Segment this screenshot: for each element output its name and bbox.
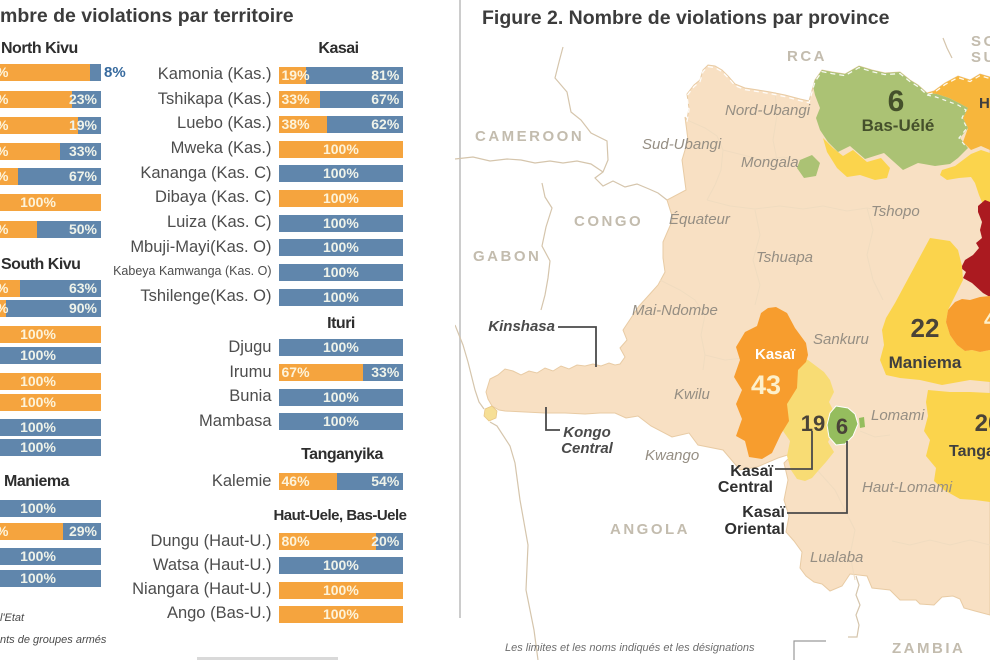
svg-text:SU: SU bbox=[971, 49, 990, 66]
svg-text:Bas-Uélé: Bas-Uélé bbox=[862, 116, 935, 135]
svg-text:Kinshasa: Kinshasa bbox=[488, 318, 555, 335]
svg-text:6: 6 bbox=[888, 85, 905, 118]
svg-text:22: 22 bbox=[911, 313, 940, 343]
svg-text:Maniema: Maniema bbox=[889, 353, 962, 372]
svg-text:Tanganyika: Tanganyika bbox=[949, 443, 990, 460]
svg-text:GABON: GABON bbox=[473, 248, 541, 265]
svg-text:4: 4 bbox=[984, 307, 990, 332]
svg-text:Kasaï: Kasaï bbox=[755, 346, 796, 363]
svg-text:SO: SO bbox=[971, 33, 990, 50]
svg-text:Kwango: Kwango bbox=[645, 447, 699, 464]
svg-text:ANGOLA: ANGOLA bbox=[610, 521, 690, 538]
svg-text:Kasaï: Kasaï bbox=[742, 504, 785, 521]
svg-text:Haut-Uélé: Haut-Uélé bbox=[979, 95, 990, 112]
svg-text:Mongala: Mongala bbox=[741, 154, 799, 171]
svg-text:Kasaï: Kasaï bbox=[730, 463, 773, 480]
svg-text:Haut-Lomami: Haut-Lomami bbox=[862, 479, 953, 496]
svg-text:Tshopo: Tshopo bbox=[871, 203, 920, 220]
svg-text:Les limites et les noms indiqu: Les limites et les noms indiqués et les … bbox=[505, 642, 755, 654]
svg-text:Oriental: Oriental bbox=[725, 521, 785, 538]
svg-text:6: 6 bbox=[836, 414, 848, 439]
svg-text:43: 43 bbox=[751, 370, 781, 400]
svg-text:Mai-Ndombe: Mai-Ndombe bbox=[632, 302, 718, 319]
svg-text:RCA: RCA bbox=[787, 48, 827, 65]
svg-text:ZAMBIA: ZAMBIA bbox=[892, 640, 965, 657]
svg-text:Tshuapa: Tshuapa bbox=[756, 249, 813, 266]
svg-text:Kwilu: Kwilu bbox=[674, 386, 711, 403]
svg-text:Kongo: Kongo bbox=[563, 424, 610, 441]
svg-text:Sankuru: Sankuru bbox=[813, 331, 870, 348]
svg-text:Sud-Ubangi: Sud-Ubangi bbox=[642, 136, 722, 153]
svg-text:Nord-Ubangi: Nord-Ubangi bbox=[725, 102, 811, 119]
svg-text:19: 19 bbox=[801, 411, 825, 436]
svg-text:Central: Central bbox=[561, 440, 614, 457]
svg-text:Central: Central bbox=[718, 479, 773, 496]
svg-text:Lualaba: Lualaba bbox=[810, 549, 863, 566]
svg-text:Équateur: Équateur bbox=[669, 211, 731, 228]
svg-text:CONGO: CONGO bbox=[574, 213, 643, 230]
svg-text:Lomami: Lomami bbox=[871, 407, 925, 424]
svg-text:20: 20 bbox=[975, 410, 990, 437]
svg-text:CAMEROON: CAMEROON bbox=[475, 128, 584, 145]
